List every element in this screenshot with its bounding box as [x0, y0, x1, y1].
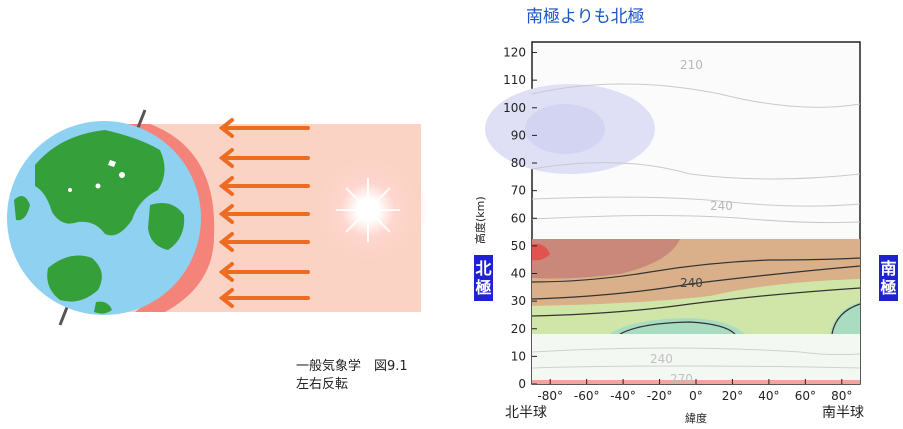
y-tick-label: 90 — [511, 128, 526, 142]
arrow-1 — [218, 118, 310, 138]
x-tick-label: 80° — [831, 389, 852, 403]
y-tick-label: 70 — [511, 184, 526, 198]
y-tick-label: 30 — [511, 294, 526, 308]
x-tick-label: -40° — [610, 389, 636, 403]
north-hemisphere-label: 北半球 — [505, 405, 547, 421]
x-tick-label: -60° — [574, 389, 600, 403]
caption-line-2: 左右反転 — [296, 377, 349, 392]
y-tick-label: 0 — [518, 377, 526, 391]
contour-label-210-a: 210 — [680, 58, 703, 72]
y-tick-label: 110 — [503, 73, 526, 87]
arrow-4 — [218, 204, 310, 224]
contour-label-240-c: 240 — [650, 352, 673, 366]
arrow-6 — [218, 262, 310, 282]
x-tick-label: 0° — [689, 389, 703, 403]
y-tick-label: 40 — [511, 267, 526, 281]
arrow-5 — [218, 232, 310, 252]
figure-caption: 一般気象学 図9.1 左右反転 — [296, 358, 408, 394]
x-tick-label: -80° — [537, 389, 563, 403]
stratosphere-band — [531, 239, 861, 335]
x-tick-label: 20° — [722, 389, 743, 403]
y-tick-label: 50 — [511, 239, 526, 253]
y-tick-label: 10 — [511, 349, 526, 363]
earth-sunlight-illustration — [7, 109, 428, 326]
x-tick-label: -20° — [647, 389, 673, 403]
y-axis-ticks: 0 10 20 30 40 50 60 70 80 90 100 110 120 — [503, 46, 537, 391]
caption-line-1: 一般気象学 図9.1 — [296, 359, 408, 374]
x-axis-label: 緯度 — [685, 411, 707, 425]
north-pole-label: 北極 — [474, 255, 493, 301]
y-tick-label: 60 — [511, 211, 526, 225]
contour-label-240-b: 240 — [680, 276, 703, 290]
x-tick-label: 60° — [795, 389, 816, 403]
lower-faded-region — [531, 334, 861, 384]
contour-label-240-a: 240 — [710, 199, 733, 213]
y-tick-label: 20 — [511, 322, 526, 336]
x-tick-label: 40° — [758, 389, 779, 403]
sun-rays — [336, 178, 400, 242]
y-tick-label: 120 — [503, 46, 526, 60]
sunlight-arrows — [218, 118, 310, 308]
x-axis-ticks: -80° -60° -40° -20° 0° 20° 40° 60° 80° — [537, 379, 852, 403]
y-tick-label: 80 — [511, 156, 526, 170]
upper-faded-region — [485, 83, 861, 224]
south-pole-label: 南極 — [879, 255, 898, 301]
arrow-7 — [218, 288, 310, 308]
earth-globe — [7, 121, 201, 315]
chart-title: 南極よりも北極 — [526, 7, 645, 27]
south-hemisphere-label: 南半球 — [822, 405, 864, 421]
arrow-3 — [218, 176, 310, 196]
atmosphere-arc — [128, 124, 215, 312]
temperature-contour-chart: 210 240 240 240 270 0 10 20 30 40 50 60 70 80 90 1… — [473, 41, 861, 425]
contour-label-270: 270 — [670, 372, 693, 386]
y-axis-label: 高度(km) — [473, 196, 487, 244]
y-tick-label: 100 — [503, 101, 526, 115]
arrow-2 — [218, 148, 310, 168]
